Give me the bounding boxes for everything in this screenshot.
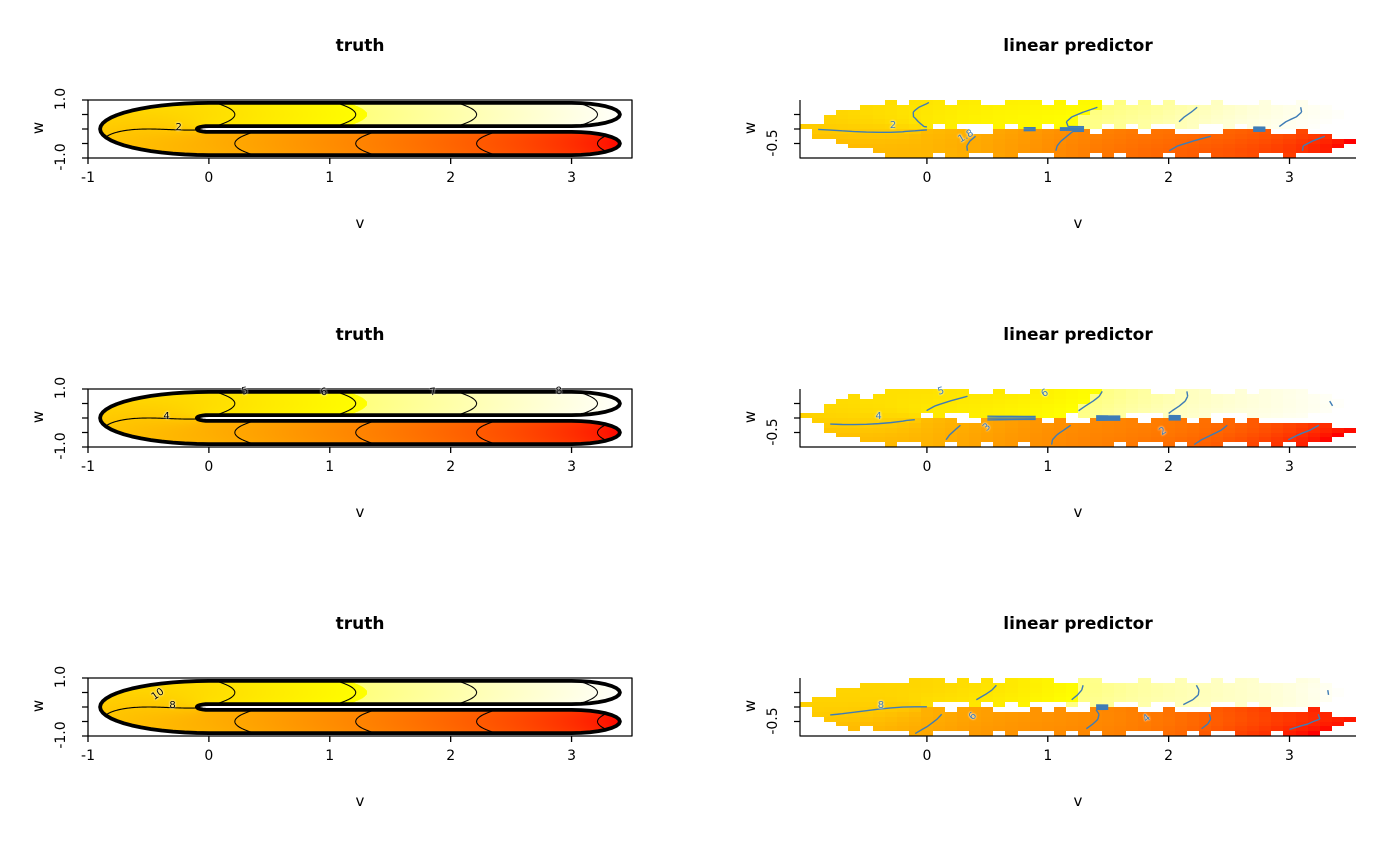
x-tick-label: 2 <box>446 459 456 475</box>
x-tick-label: 1 <box>1043 748 1053 764</box>
x-tick-label: 3 <box>1285 748 1294 764</box>
panel-truth-1: truth -1 0 1 2 3 -1.0 1.0 v w 2 <box>0 0 700 289</box>
y-tick-label: -1.0 <box>53 432 69 460</box>
plot-canvas-truth-3 <box>0 578 700 866</box>
panel-title: truth <box>335 36 385 56</box>
y-tick-label: 1.0 <box>53 87 69 111</box>
x-tick-label: 2 <box>1164 170 1174 186</box>
contour-label: 2 <box>175 122 182 133</box>
x-tick-label: 1 <box>1043 170 1053 186</box>
x-tick-label: 2 <box>1164 748 1174 764</box>
panel-title: linear predictor <box>1003 325 1153 345</box>
y-tick-label: 1.0 <box>53 665 69 689</box>
y-tick-label: -0.5 <box>765 706 781 735</box>
contour-label: 2 <box>889 119 897 131</box>
x-tick-label: -1 <box>81 170 95 186</box>
x-tick-label: 0 <box>922 459 932 475</box>
panel-linear-predictor-3: linear predictor 0 1 2 3 -0.5 v w 8 6 4 <box>700 578 1400 866</box>
x-tick-label: 0 <box>922 748 932 764</box>
y-tick-label: 1.0 <box>53 376 69 400</box>
panel-title: truth <box>335 614 385 634</box>
panel-title: linear predictor <box>1003 36 1153 56</box>
x-tick-label: 1 <box>1043 459 1053 475</box>
x-tick-label: 3 <box>567 748 576 764</box>
plot-canvas-linear-predictor-3 <box>700 578 1400 866</box>
contour-label: 8 <box>877 700 885 711</box>
y-axis-label: w <box>29 699 47 713</box>
x-tick-label: 2 <box>446 170 456 186</box>
plot-canvas-truth-1 <box>0 0 700 289</box>
panel-title: linear predictor <box>1003 614 1153 634</box>
y-tick-label: -1.0 <box>53 721 69 749</box>
plot-canvas-linear-predictor-1 <box>700 0 1400 289</box>
contour-label: 4 <box>163 411 170 422</box>
x-tick-label: 3 <box>1285 170 1294 186</box>
x-axis-label: v <box>1073 214 1083 232</box>
y-tick-label: -0.5 <box>765 417 781 446</box>
y-axis-label: w <box>741 699 759 713</box>
x-tick-label: 2 <box>1164 459 1174 475</box>
x-tick-label: -1 <box>81 459 95 475</box>
x-tick-label: 1 <box>325 748 335 764</box>
x-tick-label: 0 <box>204 748 214 764</box>
x-tick-label: 3 <box>567 459 576 475</box>
x-axis-label: v <box>355 503 365 521</box>
y-axis-label: w <box>741 410 759 424</box>
contour-label: 8 <box>169 700 176 711</box>
y-axis-label: w <box>29 121 47 135</box>
panel-linear-predictor-1: linear predictor 0 1 2 3 -0.5 v w 2 1.8 <box>700 0 1400 289</box>
x-tick-label: 0 <box>204 170 214 186</box>
x-tick-label: 0 <box>922 170 932 186</box>
plot-canvas-truth-2 <box>0 289 700 578</box>
x-tick-label: -1 <box>81 748 95 764</box>
panel-truth-2: truth -1 0 1 2 3 -1.0 1.0 v w 4 5 6 7 8 <box>0 289 700 578</box>
x-tick-label: 0 <box>204 459 214 475</box>
x-axis-label: v <box>355 214 365 232</box>
plot-canvas-linear-predictor-2 <box>700 289 1400 578</box>
x-tick-label: 3 <box>567 170 576 186</box>
y-axis-label: w <box>741 121 759 135</box>
x-axis-label: v <box>1073 503 1083 521</box>
panel-truth-3: truth -1 0 1 2 3 -1.0 1.0 v w 10 8 <box>0 578 700 866</box>
y-tick-label: -0.5 <box>765 128 781 157</box>
y-tick-label: -1.0 <box>53 143 69 171</box>
panel-title: truth <box>335 325 385 345</box>
x-tick-label: 3 <box>1285 459 1294 475</box>
y-axis-label: w <box>29 410 47 424</box>
x-tick-label: 1 <box>325 459 335 475</box>
contour-label: 4 <box>875 411 882 422</box>
x-tick-label: 2 <box>446 748 456 764</box>
panel-linear-predictor-2: linear predictor 0 1 2 3 -0.5 v w 5 4 6 3 2 <box>700 289 1400 578</box>
x-axis-label: v <box>355 792 365 810</box>
x-axis-label: v <box>1073 792 1083 810</box>
x-tick-label: 1 <box>325 170 335 186</box>
